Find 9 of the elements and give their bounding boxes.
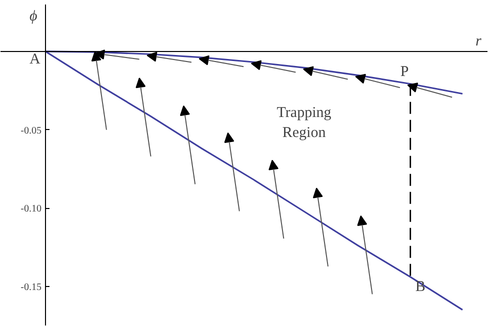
y-tick-label: -0.15 bbox=[20, 282, 42, 293]
annotation: P bbox=[400, 64, 409, 80]
x-axis-title: r bbox=[476, 33, 482, 50]
annotation: B bbox=[415, 278, 426, 295]
annotation: Trapping Region bbox=[276, 104, 332, 141]
y-axis-title: ϕ bbox=[30, 8, 38, 24]
annotation: A bbox=[30, 51, 40, 68]
y-tick-label: -0.10 bbox=[20, 204, 42, 215]
y-tick-label: -0.05 bbox=[20, 125, 42, 136]
